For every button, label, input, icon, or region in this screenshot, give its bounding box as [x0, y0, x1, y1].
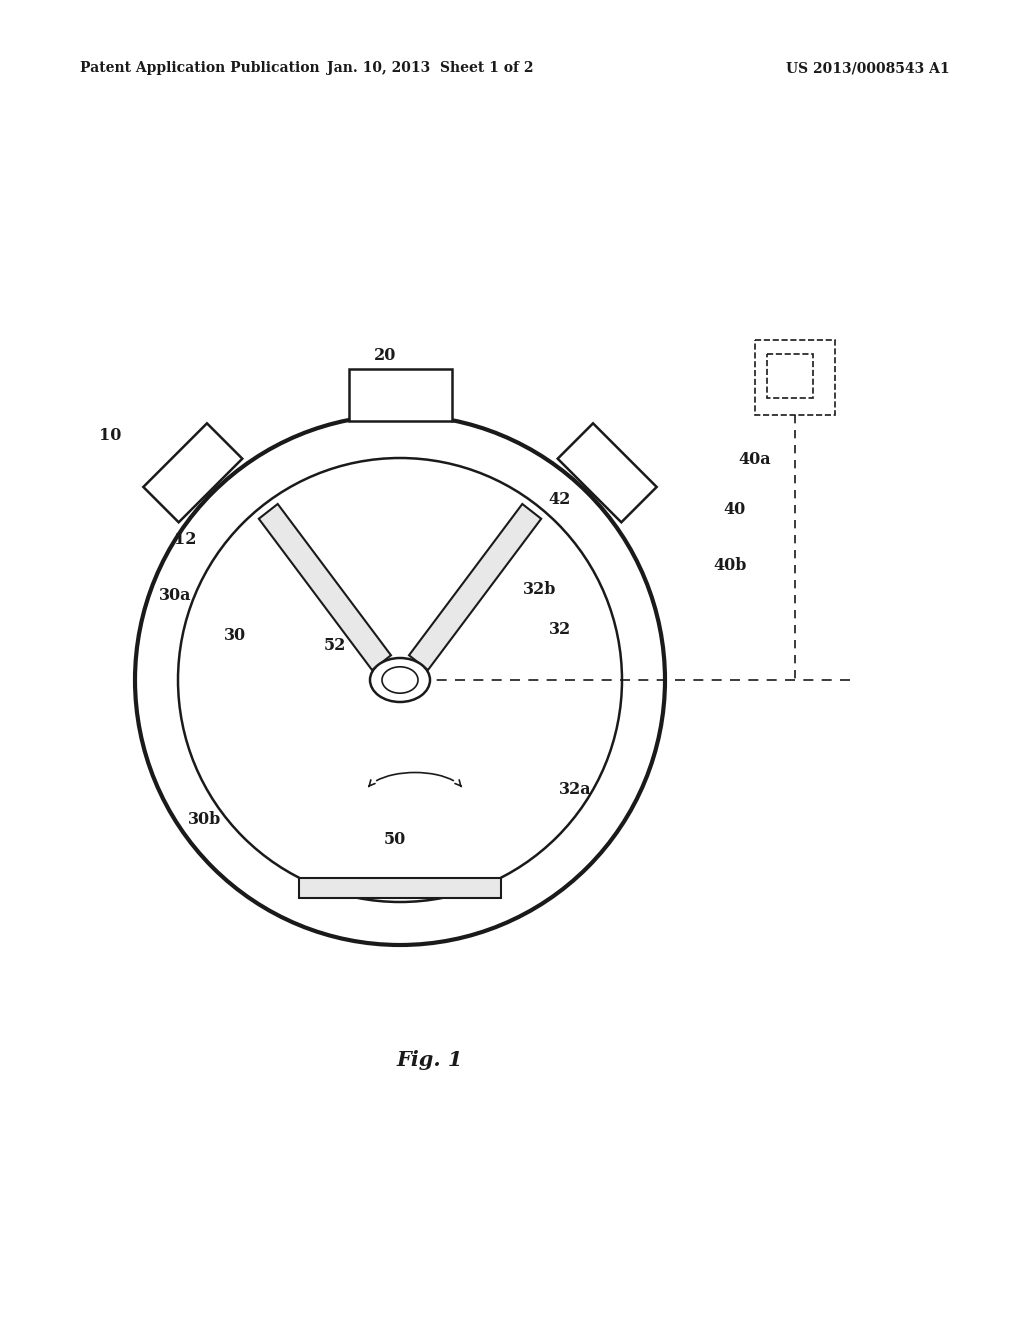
Bar [755, 341, 835, 414]
Bar [348, 370, 452, 421]
Polygon shape [259, 504, 391, 671]
Text: 40: 40 [724, 502, 746, 519]
Text: Jan. 10, 2013  Sheet 1 of 2: Jan. 10, 2013 Sheet 1 of 2 [327, 61, 534, 75]
Text: 40b: 40b [714, 557, 746, 573]
Polygon shape [409, 504, 542, 671]
Text: 32a: 32a [559, 781, 591, 799]
Text: 30b: 30b [188, 812, 221, 829]
Polygon shape [558, 424, 656, 523]
Text: 32b: 32b [523, 582, 557, 598]
Text: 50: 50 [384, 832, 407, 849]
Text: 10: 10 [98, 426, 121, 444]
Text: Fig. 1: Fig. 1 [397, 1049, 463, 1071]
Text: 32: 32 [549, 622, 571, 639]
Text: 52: 52 [324, 636, 346, 653]
Polygon shape [143, 424, 243, 523]
Bar [767, 354, 813, 399]
Text: 20: 20 [374, 346, 396, 363]
Text: 40a: 40a [738, 451, 771, 469]
Text: 30: 30 [224, 627, 246, 644]
Text: 30a: 30a [159, 586, 191, 603]
Text: 12: 12 [174, 532, 197, 549]
Text: 42: 42 [549, 491, 571, 508]
Bar [299, 878, 501, 898]
Text: US 2013/0008543 A1: US 2013/0008543 A1 [786, 61, 950, 75]
Ellipse shape [370, 657, 430, 702]
Text: Patent Application Publication: Patent Application Publication [80, 61, 319, 75]
